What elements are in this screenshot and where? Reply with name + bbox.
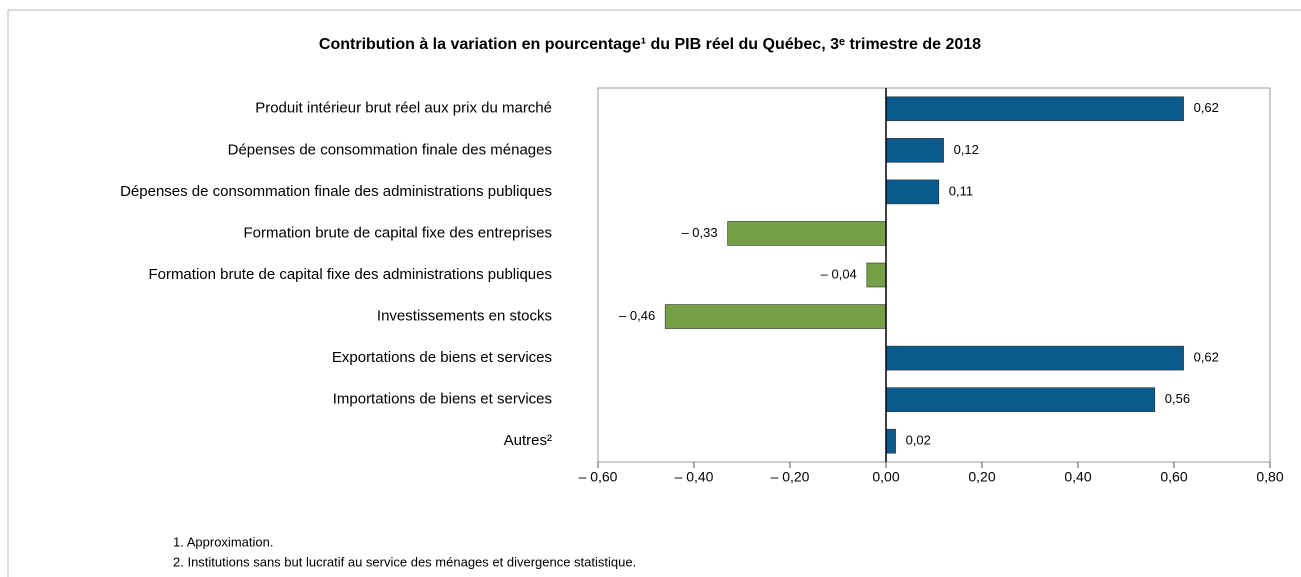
- x-tick-label: 0,20: [968, 469, 995, 485]
- bar: [885, 428, 896, 454]
- y-tick-label: Dépenses de consommation finale des admi…: [120, 183, 552, 200]
- footnote: 1. Approximation.: [173, 534, 273, 549]
- value-label: – 0,46: [619, 308, 655, 323]
- value-label: 0,62: [1194, 100, 1219, 115]
- value-label: 0,11: [949, 183, 973, 198]
- y-tick-label: Formation brute de capital fixe des admi…: [148, 266, 552, 283]
- value-label: – 0,33: [681, 225, 717, 240]
- plot-area: [597, 87, 1271, 463]
- x-tick-label: – 0,60: [579, 469, 618, 485]
- bar: [664, 304, 887, 329]
- x-tick-label: – 0,40: [675, 469, 714, 485]
- chart-title: Contribution à la variation en pourcenta…: [319, 36, 981, 53]
- bar: [885, 179, 940, 205]
- y-tick-label: Formation brute de capital fixe des entr…: [244, 224, 553, 241]
- value-label: 0,62: [1194, 350, 1219, 365]
- footnote: 2. Institutions sans but lucratif au ser…: [173, 554, 636, 569]
- value-label: 0,12: [954, 142, 979, 157]
- bar: [885, 345, 1184, 371]
- value-label: 0,02: [906, 433, 931, 448]
- x-tick-label: 0,80: [1256, 469, 1283, 485]
- value-label: 0,56: [1165, 391, 1190, 406]
- bar: [866, 262, 887, 288]
- bar: [885, 96, 1184, 122]
- y-tick-label: Importations de biens et services: [333, 391, 552, 408]
- y-tick-label: Investissements en stocks: [377, 308, 552, 325]
- bar: [727, 221, 887, 246]
- bar: [885, 138, 944, 163]
- bar: [885, 387, 1156, 412]
- x-tick-label: 0,60: [1160, 469, 1187, 485]
- y-tick-label: Exportations de biens et services: [332, 349, 552, 366]
- y-tick-label: Produit intérieur brut réel aux prix du …: [255, 100, 552, 117]
- x-tick-label: – 0,20: [771, 469, 810, 485]
- y-tick-label: Dépenses de consommation finale des ména…: [228, 141, 552, 158]
- x-tick-label: 0,40: [1064, 469, 1091, 485]
- x-tick-label: 0,00: [872, 469, 899, 485]
- y-tick-label: Autres²: [504, 432, 552, 449]
- value-label: – 0,04: [821, 266, 857, 281]
